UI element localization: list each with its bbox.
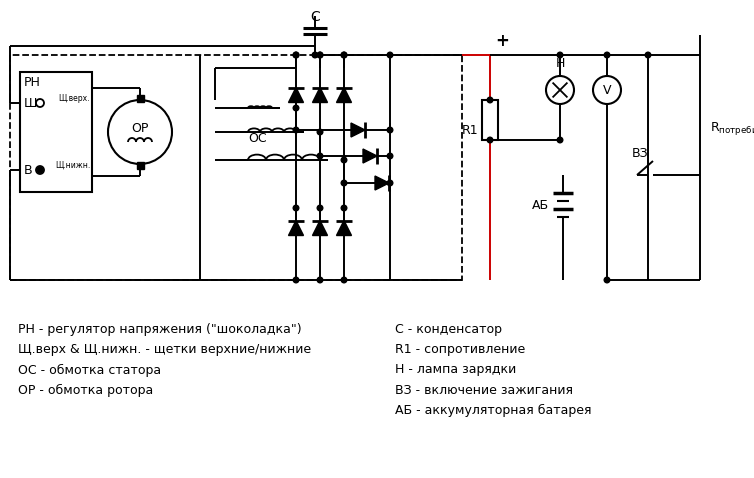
Bar	[482, 100, 498, 140]
Circle shape	[604, 277, 610, 283]
Polygon shape	[289, 220, 304, 236]
Text: ОС: ОС	[248, 131, 267, 144]
Circle shape	[293, 52, 299, 58]
Circle shape	[317, 52, 323, 58]
Circle shape	[342, 180, 347, 186]
Polygon shape	[289, 87, 304, 102]
Circle shape	[342, 205, 347, 211]
Text: Ш: Ш	[24, 97, 38, 109]
Text: +: +	[495, 32, 509, 50]
Polygon shape	[375, 176, 389, 190]
Circle shape	[293, 277, 299, 283]
Circle shape	[388, 153, 393, 159]
Circle shape	[388, 52, 393, 58]
Text: В: В	[24, 163, 32, 176]
Text: ОР - обмотка ротора: ОР - обмотка ротора	[18, 383, 153, 397]
Circle shape	[317, 52, 323, 58]
Circle shape	[557, 52, 562, 58]
Text: Щ.верх & Щ.нижн. - щетки верхние/нижние: Щ.верх & Щ.нижн. - щетки верхние/нижние	[18, 344, 311, 357]
Circle shape	[645, 52, 651, 58]
Circle shape	[317, 205, 323, 211]
Bar	[20, 72, 92, 192]
Circle shape	[293, 127, 299, 133]
Circle shape	[487, 97, 493, 103]
Text: ВЗ: ВЗ	[632, 147, 648, 160]
Bar	[10, 55, 462, 280]
Circle shape	[342, 277, 347, 283]
Circle shape	[293, 52, 299, 58]
Text: РН: РН	[24, 76, 41, 89]
Circle shape	[37, 167, 43, 173]
Circle shape	[388, 127, 393, 133]
Circle shape	[342, 52, 347, 58]
Text: ОС - обмотка статора: ОС - обмотка статора	[18, 363, 161, 377]
Text: Н - лампа зарядки: Н - лампа зарядки	[395, 363, 516, 377]
Circle shape	[342, 157, 347, 163]
Circle shape	[388, 180, 393, 186]
Circle shape	[293, 205, 299, 211]
Polygon shape	[363, 149, 377, 163]
Circle shape	[342, 52, 347, 58]
Text: R1: R1	[461, 123, 478, 137]
Text: С - конденсатор: С - конденсатор	[395, 324, 502, 337]
Text: C: C	[310, 10, 320, 24]
Polygon shape	[351, 123, 365, 137]
Text: ВЗ - включение зажигания: ВЗ - включение зажигания	[395, 383, 573, 396]
Polygon shape	[336, 87, 351, 102]
Polygon shape	[312, 87, 327, 102]
Circle shape	[487, 137, 493, 143]
Bar	[137, 162, 144, 169]
Circle shape	[604, 52, 610, 58]
Polygon shape	[336, 220, 351, 236]
Text: АБ - аккумуляторная батарея: АБ - аккумуляторная батарея	[395, 403, 591, 416]
Text: R$_{\mathsf{потребители}}$: R$_{\mathsf{потребители}}$	[710, 120, 754, 137]
Text: Н: Н	[555, 57, 565, 70]
Circle shape	[317, 277, 323, 283]
Text: R1 - сопротивление: R1 - сопротивление	[395, 344, 526, 357]
Bar	[137, 95, 144, 102]
Text: V: V	[602, 84, 611, 97]
Circle shape	[312, 52, 317, 58]
Circle shape	[317, 153, 323, 159]
Text: Щ.нижн.: Щ.нижн.	[55, 161, 90, 170]
Circle shape	[317, 129, 323, 135]
Circle shape	[557, 137, 562, 143]
Circle shape	[293, 105, 299, 111]
Text: ОР: ОР	[131, 121, 149, 134]
Polygon shape	[312, 220, 327, 236]
Text: РН - регулятор напряжения ("шоколадка"): РН - регулятор напряжения ("шоколадка")	[18, 324, 302, 337]
Text: Щ.верх.: Щ.верх.	[59, 94, 90, 103]
Text: АБ: АБ	[532, 198, 549, 211]
